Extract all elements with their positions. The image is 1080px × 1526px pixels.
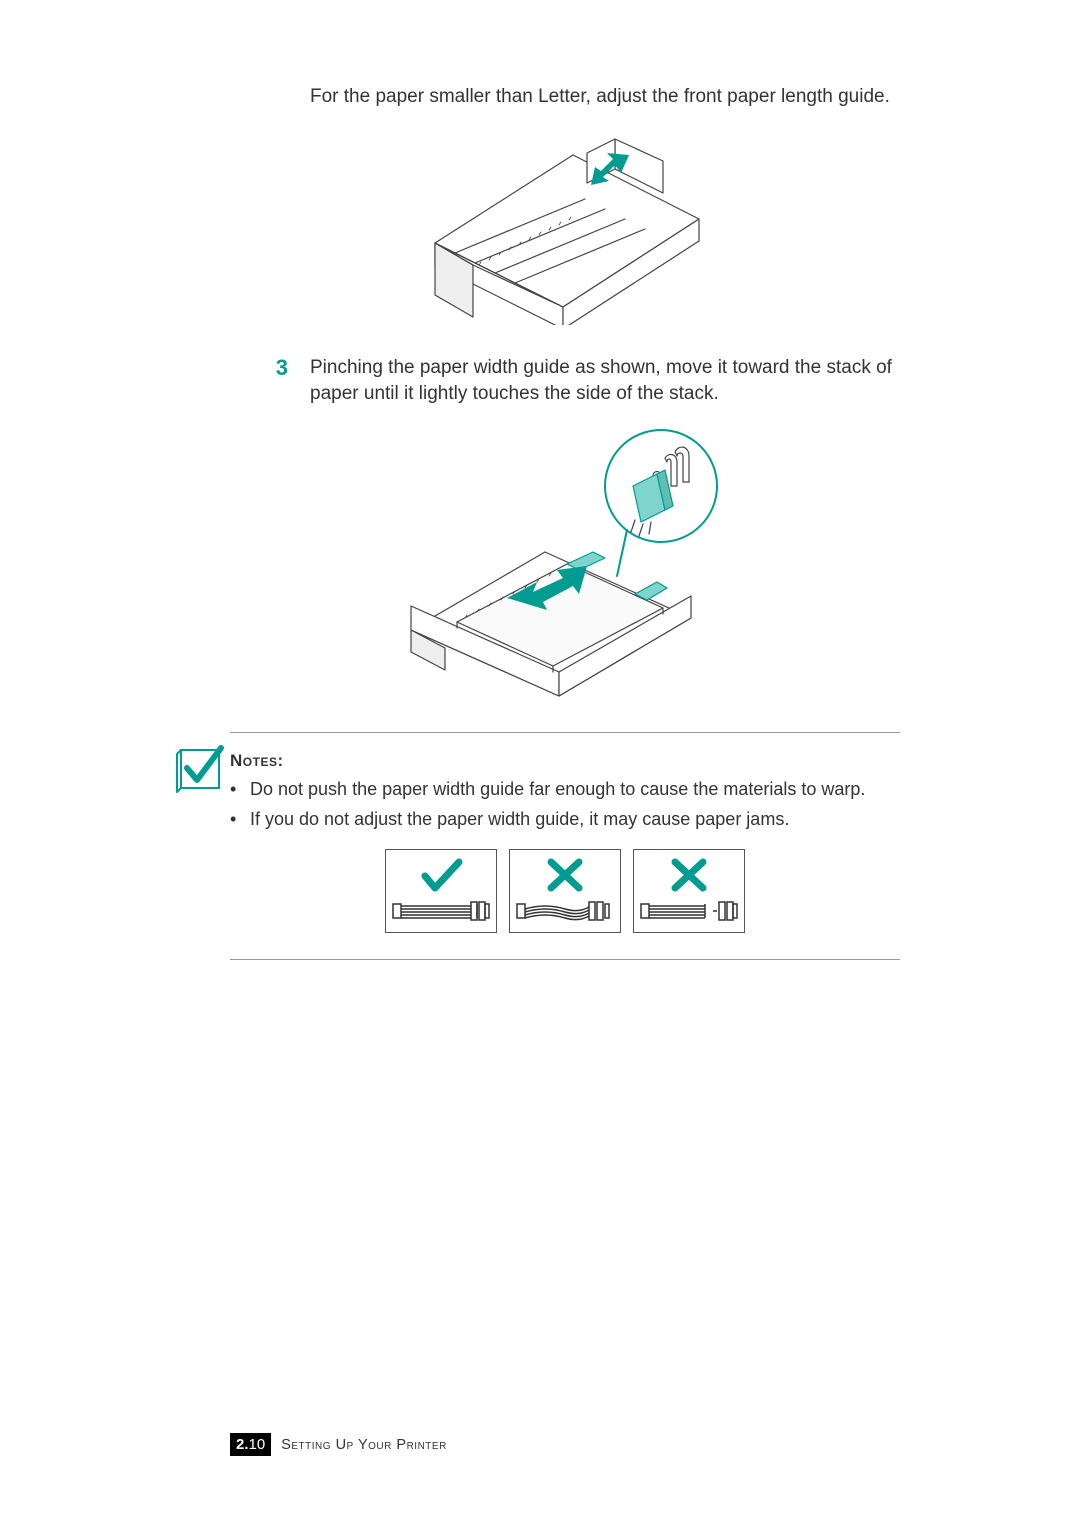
wrong-gap-box [633,849,745,933]
cross-icon [545,856,585,892]
notes-block: Notes: • Do not push the paper width gui… [230,732,900,961]
note-text: Do not push the paper width guide far en… [250,777,865,801]
step-text: Pinching the paper width guide as shown,… [310,355,900,408]
alignment-examples-row [230,849,900,933]
paper-warped-icon [515,898,615,922]
page-number: 10 [249,1436,266,1453]
notes-list: • Do not push the paper width guide far … [230,777,900,832]
note-item: • Do not push the paper width guide far … [230,777,900,801]
check-icon [419,856,463,892]
bullet-icon: • [230,777,242,801]
intro-paragraph: For the paper smaller than Letter, adjus… [310,84,890,111]
note-item: • If you do not adjust the paper width g… [230,807,900,831]
step-number: 3 [270,355,288,408]
wrong-warped-box [509,849,621,933]
notes-inner: Notes: • Do not push the paper width gui… [230,732,900,961]
check-note-icon [175,744,225,794]
chapter-number: 2. [236,1436,249,1453]
tray-illustration-1 [415,125,715,325]
bullet-icon: • [230,807,242,831]
page: For the paper smaller than Letter, adjus… [0,0,1080,1526]
cross-icon [669,856,709,892]
notes-title: Notes: [230,751,900,771]
note-text: If you do not adjust the paper width gui… [250,807,789,831]
step-3: 3 Pinching the paper width guide as show… [230,355,900,408]
tray-illustration-2 [395,422,735,702]
page-footer: 2.10 Setting Up Your Printer [230,1433,447,1456]
page-number-badge: 2.10 [230,1433,271,1456]
paper-gap-icon [639,898,739,922]
figure-2 [230,422,900,702]
correct-alignment-box [385,849,497,933]
paper-aligned-icon [391,898,491,922]
figure-1 [230,125,900,325]
footer-label: Setting Up Your Printer [281,1437,447,1453]
